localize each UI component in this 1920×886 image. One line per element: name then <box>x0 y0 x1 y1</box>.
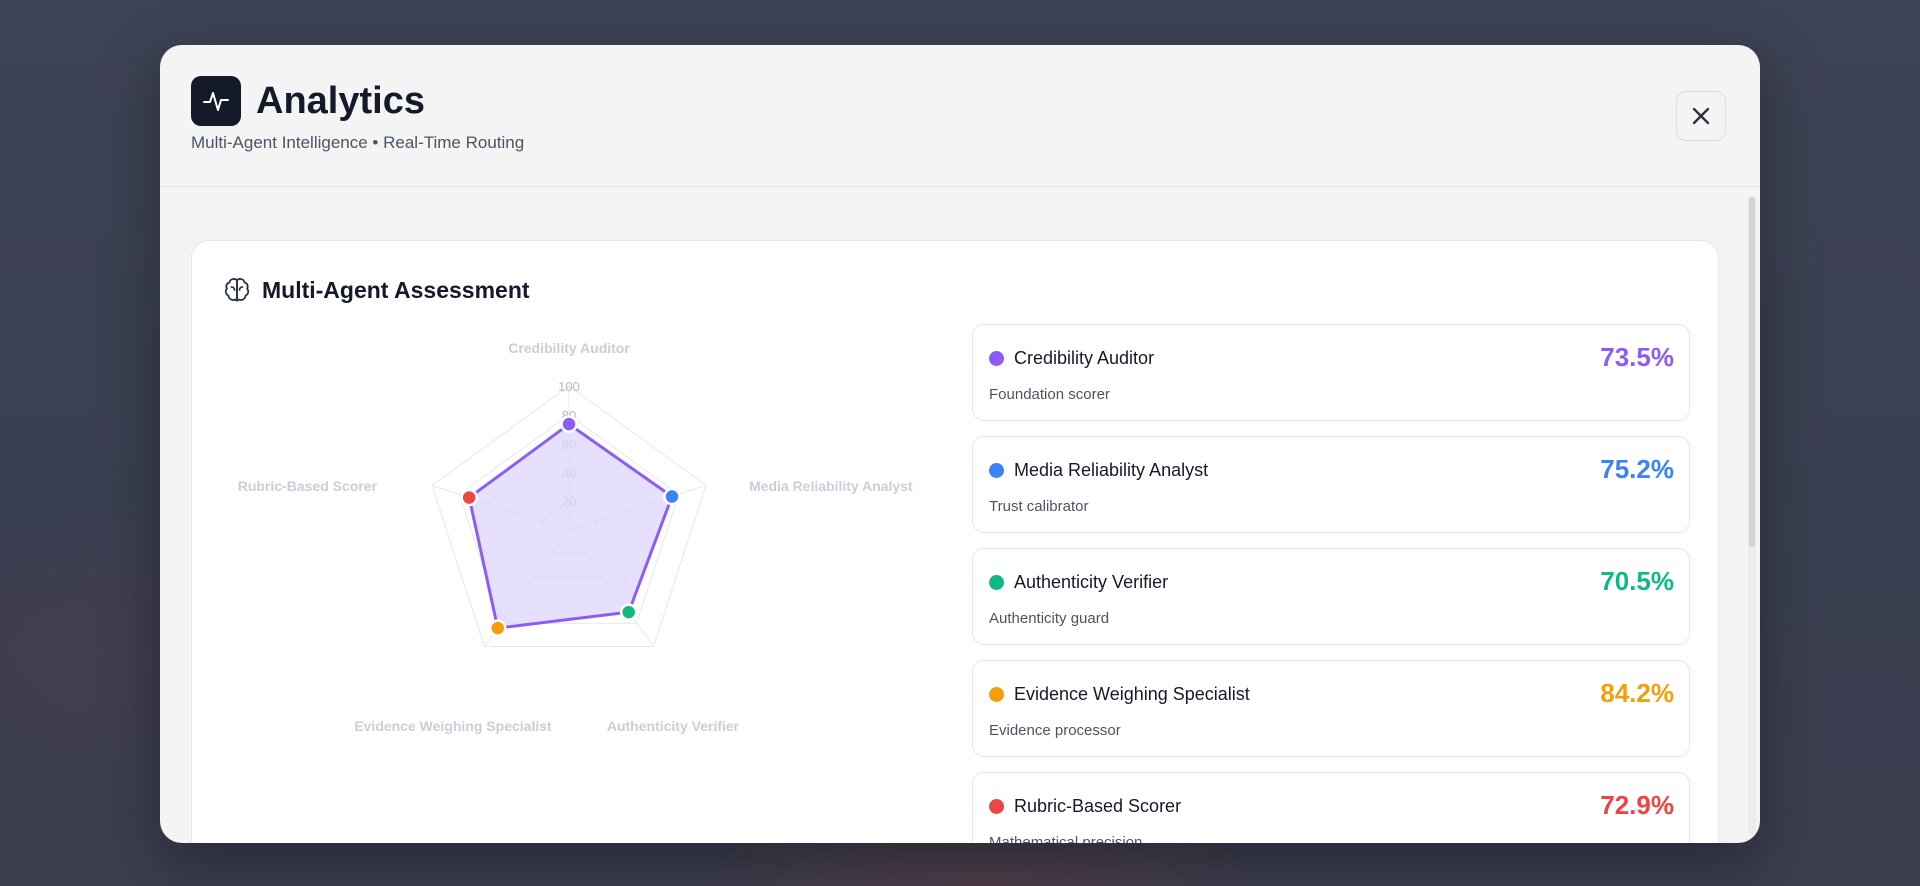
agent-name: Evidence Weighing Specialist <box>1014 684 1250 704</box>
radar-axis-label: Authenticity Verifier <box>607 718 740 734</box>
radar-grid-ring <box>431 385 707 647</box>
agent-color-dot <box>989 463 1004 478</box>
close-button[interactable] <box>1676 91 1726 141</box>
brain-icon <box>224 278 250 302</box>
agent-card[interactable]: Credibility Auditor Foundation scorer 73.5… <box>972 324 1690 421</box>
scrollbar-thumb[interactable] <box>1749 197 1755 547</box>
radar-tick-label: 100 <box>558 379 580 394</box>
assessment-title: Multi-Agent Assessment <box>262 277 530 303</box>
agent-card[interactable]: Media Reliability Analyst Trust calibrato… <box>972 436 1690 533</box>
agent-name: Media Reliability Analyst <box>1014 460 1209 480</box>
radar-data-point <box>488 619 507 637</box>
radar-data-point <box>560 415 578 433</box>
agent-color-dot <box>989 575 1004 590</box>
page-title: Analytics <box>256 80 425 122</box>
agent-score: 84.2% <box>1600 678 1674 708</box>
radar-data-point <box>619 603 638 621</box>
agent-description: Foundation scorer <box>989 386 1110 403</box>
agent-name: Rubric-Based Scorer <box>1014 796 1182 816</box>
agent-name: Authenticity Verifier <box>1014 572 1169 592</box>
modal-header: Analytics Multi-Agent Intelligence • Rea… <box>160 45 1760 187</box>
close-icon <box>1692 107 1710 125</box>
agent-card[interactable]: Authenticity Verifier Authenticity guard 7… <box>972 548 1690 645</box>
agent-score: 75.2% <box>1600 454 1674 484</box>
radar-axis-label: Rubric-Based Scorer <box>238 478 378 494</box>
agent-card[interactable]: Rubric-Based Scorer Mathematical precisio… <box>972 772 1690 843</box>
radar-axis-label: Media Reliability Analyst <box>749 478 913 494</box>
radar-grid-ring <box>458 414 680 624</box>
agent-score: 70.5% <box>1600 566 1674 596</box>
radar-axis-label: Credibility Auditor <box>508 340 630 356</box>
radar-axis-label: Evidence Weighing Specialist <box>354 718 552 734</box>
agent-card[interactable]: Evidence Weighing Specialist Evidence pro… <box>972 660 1690 757</box>
agent-color-dot <box>989 687 1004 702</box>
agent-color-dot <box>989 799 1004 814</box>
agent-description: Authenticity guard <box>989 610 1110 627</box>
page-subtitle: Multi-Agent Intelligence • Real-Time Rou… <box>191 133 525 152</box>
agent-description: Mathematical precision <box>989 834 1143 843</box>
radar-data-area <box>467 422 674 630</box>
assessment-card: Multi-Agent Assessment 20406080100Credib… <box>191 240 1719 843</box>
agent-description: Evidence processor <box>989 722 1121 739</box>
agent-score: 73.5% <box>1600 342 1674 372</box>
agent-description: Trust calibrator <box>989 498 1089 515</box>
radar-data-point <box>460 488 478 507</box>
modal-body[interactable]: Multi-Agent Assessment 20406080100Credib… <box>160 187 1760 843</box>
activity-pulse-icon <box>191 76 241 126</box>
radar-data-point <box>663 487 681 506</box>
analytics-modal: Analytics Multi-Agent Intelligence • Rea… <box>160 45 1760 843</box>
agent-color-dot <box>989 351 1004 366</box>
agent-name: Credibility Auditor <box>1014 348 1155 368</box>
agent-score: 72.9% <box>1600 790 1674 820</box>
